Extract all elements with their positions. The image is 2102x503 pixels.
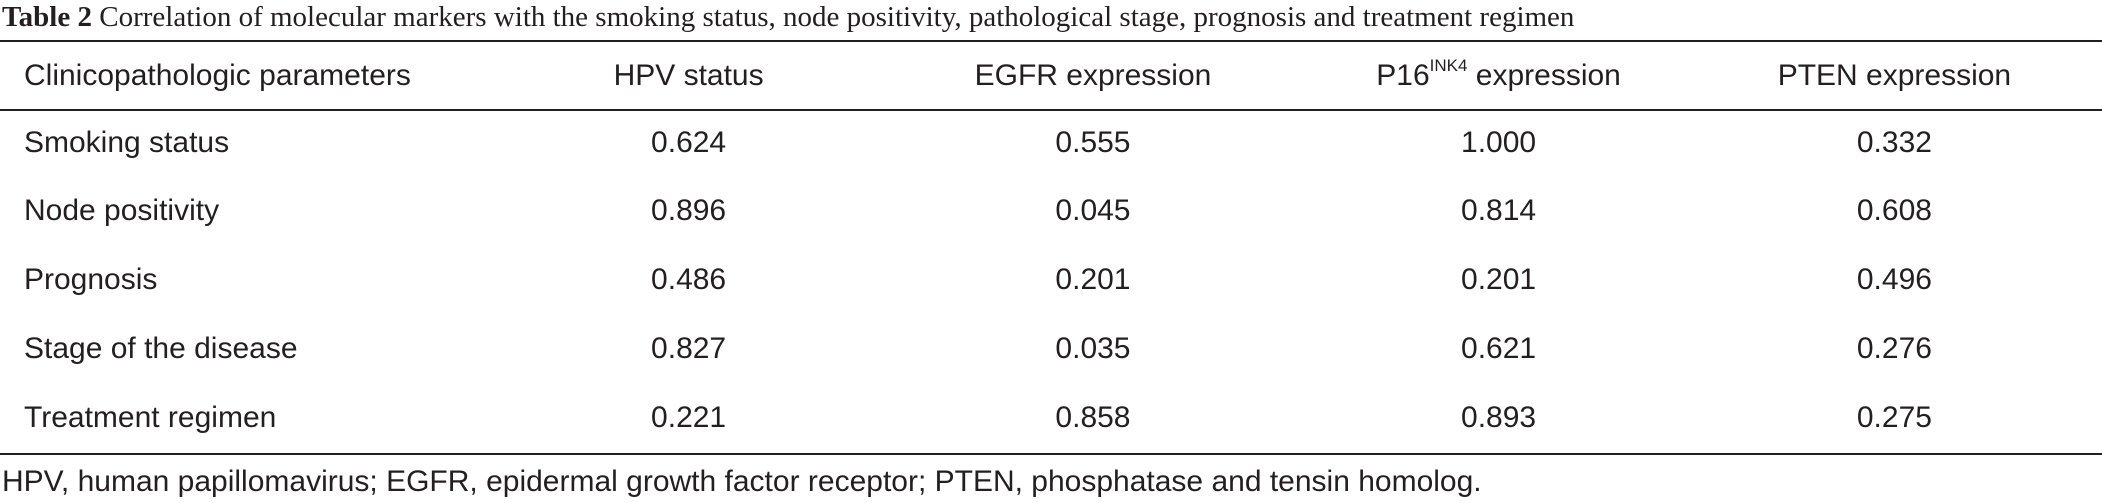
cell-parameter: Prognosis xyxy=(24,262,158,296)
cell-parameter: Node positivity xyxy=(24,193,220,227)
table-caption: Table 2 Correlation of molecular markers… xyxy=(2,0,1574,34)
cell-p16-value: 0.621 xyxy=(1461,331,1537,365)
cell-egfr-value: 0.858 xyxy=(1055,400,1131,434)
cell-hpv-value: 0.624 xyxy=(651,126,727,159)
p16-suffix: expression xyxy=(1467,59,1621,92)
cell-p16-value: 1.000 xyxy=(1461,126,1537,159)
cell-parameter: Stage of the disease xyxy=(24,331,298,365)
data-table: Clinicopathologic parameters HPV status … xyxy=(0,42,2102,452)
table-bottom-rule xyxy=(0,453,2102,455)
table-caption-text: Correlation of molecular markers with th… xyxy=(99,1,1575,33)
column-header-hpv: HPV status xyxy=(613,59,764,92)
table-row-prognosis: Prognosis 0.486 0.201 0.201 0.496 xyxy=(0,245,2102,314)
cell-p16-value: 0.201 xyxy=(1461,262,1537,296)
cell-p16-value: 0.814 xyxy=(1461,193,1537,227)
table-header-rule xyxy=(0,109,2102,111)
column-header-egfr: EGFR expression xyxy=(974,59,1212,92)
table-row-stage-of-disease: Stage of the disease 0.827 0.035 0.621 0.276 xyxy=(0,314,2102,383)
cell-egfr-value: 0.045 xyxy=(1055,193,1131,227)
table-caption-label: Table 2 xyxy=(2,1,92,33)
cell-pten-value: 0.276 xyxy=(1856,331,1932,365)
table-body: Smoking status 0.624 0.555 1.000 0.332 Node p… xyxy=(0,110,2102,452)
table-row-node-positivity: Node positivity 0.896 0.045 0.814 0.608 xyxy=(0,176,2102,245)
cell-pten-value: 0.496 xyxy=(1856,262,1932,296)
cell-pten-value: 0.332 xyxy=(1856,126,1932,159)
cell-egfr-value: 0.555 xyxy=(1055,126,1131,159)
table-footnote: HPV, human papillomavirus; EGFR, epiderm… xyxy=(2,465,1482,498)
cell-p16-value: 0.893 xyxy=(1461,400,1537,434)
cell-parameter: Smoking status xyxy=(24,126,230,159)
cell-parameter: Treatment regimen xyxy=(24,400,277,434)
column-header-parameters: Clinicopathologic parameters xyxy=(24,59,411,92)
cell-egfr-value: 0.035 xyxy=(1055,331,1131,365)
table-header-row: Clinicopathologic parameters HPV status … xyxy=(0,42,2102,110)
table-row-treatment-regimen: Treatment regimen 0.221 0.858 0.893 0.275 xyxy=(0,383,2102,452)
cell-hpv-value: 0.486 xyxy=(651,262,727,296)
p16-label: P16 xyxy=(1376,59,1430,92)
cell-pten-value: 0.608 xyxy=(1856,193,1932,227)
table-top-rule xyxy=(0,40,2102,42)
cell-hpv-value: 0.827 xyxy=(651,331,727,365)
column-header-pten: PTEN expression xyxy=(1777,59,2012,92)
column-header-p16: P16INK4 expression xyxy=(1310,42,1686,110)
table-row-smoking-status: Smoking status 0.624 0.555 1.000 0.332 xyxy=(0,110,2102,176)
cell-hpv-value: 0.221 xyxy=(651,400,727,434)
cell-hpv-value: 0.896 xyxy=(651,193,727,227)
cell-pten-value: 0.275 xyxy=(1856,400,1932,434)
cell-egfr-value: 0.201 xyxy=(1055,262,1131,296)
p16-superscript: INK4 xyxy=(1429,56,1468,75)
